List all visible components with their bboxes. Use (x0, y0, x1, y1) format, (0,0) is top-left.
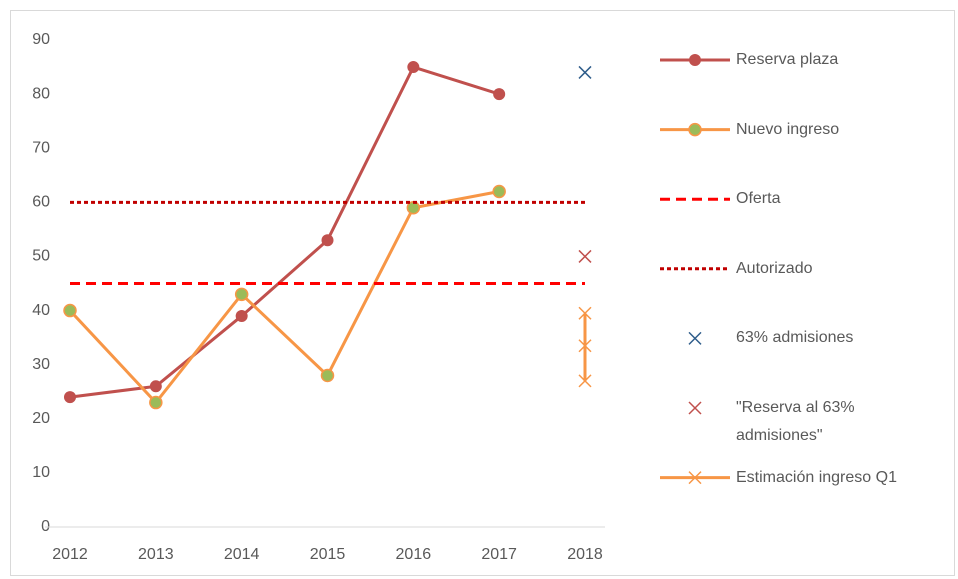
y-tick-label: 50 (32, 248, 50, 265)
data-point (149, 395, 163, 410)
data-point (578, 306, 592, 320)
x-tick-label: 2017 (481, 546, 517, 563)
data-point (234, 287, 249, 302)
chart-border (10, 10, 955, 576)
data-point (407, 61, 420, 74)
x-tick-label: 2014 (224, 546, 260, 563)
x-tick-label: 2016 (396, 546, 432, 563)
x-tick-label: 2013 (138, 546, 174, 563)
data-point (64, 391, 76, 404)
y-tick-label: 90 (32, 31, 50, 48)
y-tick-label: 30 (32, 356, 50, 373)
legend-label: "Reserva al 63% admisiones" (736, 399, 855, 444)
y-tick-label: 80 (32, 85, 50, 102)
data-point (578, 374, 592, 388)
y-tick-label: 60 (32, 194, 50, 211)
x-tick-label: 2015 (310, 546, 346, 563)
x-tick-label: 2012 (52, 546, 88, 563)
data-point (321, 234, 334, 247)
data-point (578, 249, 592, 263)
legend-label: Estimación ingreso Q1 (736, 468, 897, 486)
data-point (493, 88, 506, 101)
y-tick-label: 10 (32, 464, 50, 481)
legend-marker (689, 54, 701, 66)
x-tick-label: 2018 (567, 546, 603, 563)
data-point (492, 184, 506, 199)
legend-label: Autorizado (736, 259, 813, 277)
y-tick-label: 70 (32, 139, 50, 156)
data-point (578, 65, 592, 79)
data-point (149, 380, 162, 393)
data-point (320, 368, 335, 383)
series-line (68, 190, 500, 405)
legend-label: Nuevo ingreso (736, 120, 840, 138)
data-point (578, 339, 592, 353)
legend-marker (688, 401, 702, 415)
legend-marker (688, 331, 702, 345)
legend-label: Oferta (736, 190, 781, 208)
legend-label: Reserva plaza (736, 51, 839, 68)
data-point (235, 309, 248, 322)
data-point (63, 303, 77, 318)
legend-label: 63% admisiones (736, 329, 854, 347)
legend-marker (688, 471, 702, 485)
legend-marker (688, 122, 702, 137)
y-tick-label: 20 (32, 410, 50, 427)
y-tick-label: 40 (32, 302, 50, 319)
